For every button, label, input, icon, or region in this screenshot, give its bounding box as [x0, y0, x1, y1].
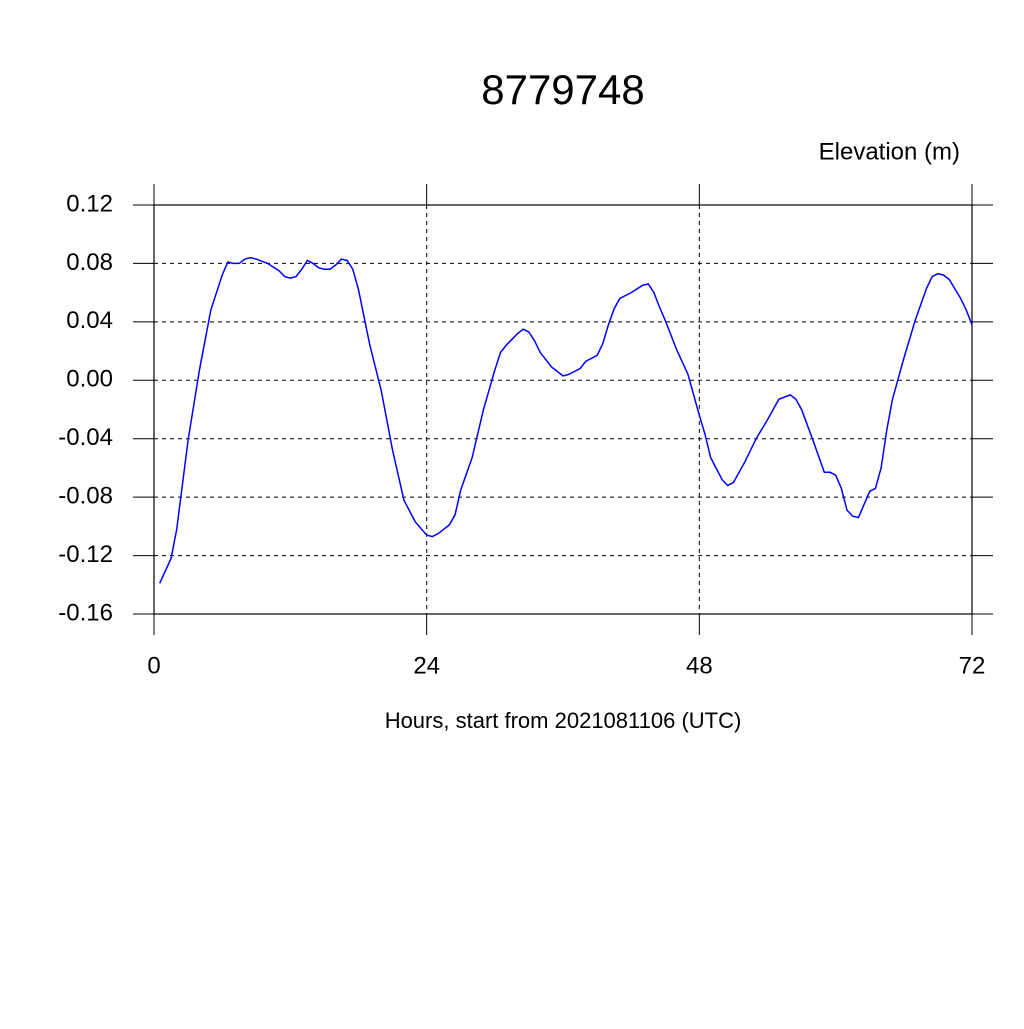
plot-frame [153, 204, 973, 615]
x-tick-label: 0 [147, 652, 160, 679]
data-line [158, 256, 973, 584]
y-tick-label: -0.12 [58, 541, 113, 568]
chart-title: 8779748 [481, 66, 645, 113]
x-tick-label: 24 [413, 652, 440, 679]
y-tick-label: 0.12 [66, 190, 113, 217]
y-tick-label: -0.08 [58, 482, 113, 509]
x-tick-label: 72 [959, 652, 986, 679]
y-tick-label: 0.08 [66, 249, 113, 276]
subtitle: Elevation (m) [819, 138, 960, 165]
y-tick-label: 0.00 [66, 366, 113, 393]
y-tick-label: -0.16 [58, 599, 113, 626]
x-axis-label: Hours, start from 2021081106 (UTC) [385, 708, 742, 733]
y-tick-label: -0.04 [58, 424, 113, 451]
x-tick-label: 48 [686, 652, 713, 679]
y-tick-label: 0.04 [66, 307, 113, 334]
